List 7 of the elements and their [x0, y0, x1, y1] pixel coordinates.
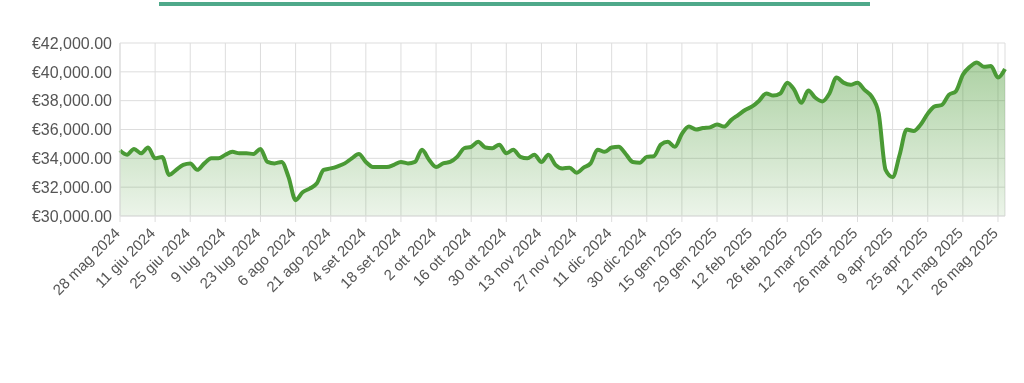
y-tick-label: €30,000.00 [31, 207, 113, 225]
y-tick-label: €34,000.00 [31, 150, 113, 168]
y-tick-label: €40,000.00 [31, 63, 113, 81]
y-tick-label: €32,000.00 [31, 178, 113, 196]
y-tick-label: €36,000.00 [31, 121, 113, 139]
y-tick-label: €38,000.00 [31, 92, 113, 110]
y-tick-label: €42,000.00 [31, 34, 113, 52]
